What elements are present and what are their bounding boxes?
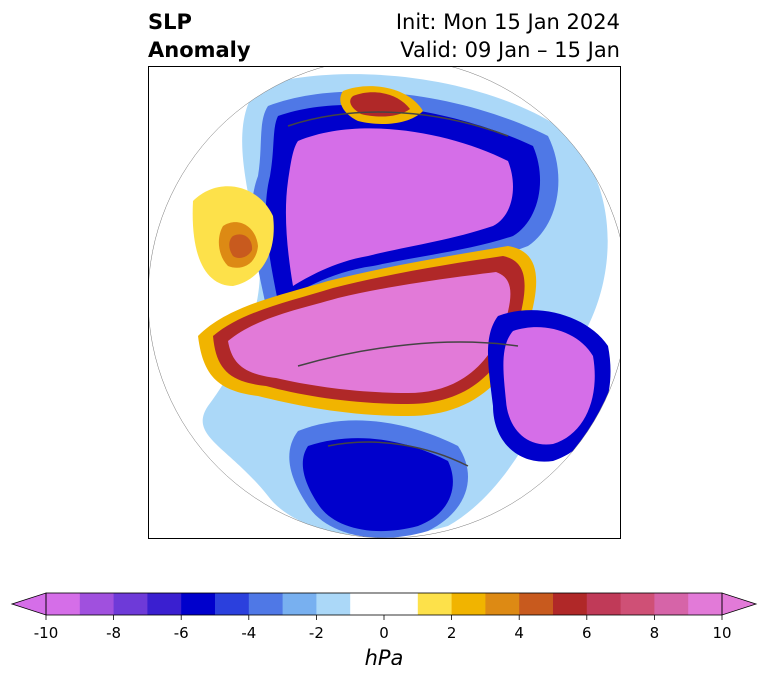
variable-sublabel: Anomaly	[148, 38, 251, 62]
colorbar-swatch	[553, 593, 588, 615]
colorbar-swatch	[586, 593, 622, 615]
colorbar-swatch	[417, 593, 453, 615]
colorbar-swatch	[181, 593, 216, 615]
colorbar-tick-label: 8	[650, 624, 660, 642]
colorbar-ticks: -10 -8 -6 -4 -2 0 2 4 6 8 10	[34, 615, 732, 642]
colorbar-swatch	[620, 593, 655, 615]
colorbar-tick-label: 2	[447, 624, 457, 642]
colorbar-swatch	[654, 593, 689, 615]
colorbar-swatch	[113, 593, 148, 615]
colorbar-unit-label: hPa	[365, 646, 404, 665]
colorbar-over-arrow	[721, 592, 758, 616]
colorbar-tick-label: -10	[34, 624, 59, 642]
variable-label: SLP	[148, 10, 192, 34]
colorbar: -10 -8 -6 -4 -2 0 2 4 6 8 10 hPa	[10, 592, 758, 665]
colorbar-under-arrow	[10, 592, 47, 616]
map-title-left: SLP Anomaly	[148, 8, 251, 64]
colorbar-swatch	[350, 593, 419, 615]
siberian-positive-core	[350, 92, 410, 117]
pacific-positive-core	[229, 234, 253, 258]
map-title-right: Init: Mon 15 Jan 2024 Valid: 09 Jan – 15…	[396, 8, 620, 64]
colorbar-swatch	[688, 593, 723, 615]
northern-negative-lobe-core	[285, 128, 513, 286]
colorbar-tick-label: -8	[106, 624, 121, 642]
colorbar-tick-label: 4	[514, 624, 524, 642]
colorbar-swatch	[316, 593, 351, 615]
colorbar-tick-label: 6	[582, 624, 592, 642]
colorbar-tick-label: 0	[379, 624, 389, 642]
coastline	[287, 111, 519, 467]
colorbar-swatch	[79, 593, 115, 615]
colorbar-swatch	[147, 593, 182, 615]
colorbar-tick-label: -4	[241, 624, 256, 642]
colorbar-swatch	[485, 593, 520, 615]
colorbar-swatches	[46, 593, 723, 615]
colorbar-swatch	[248, 593, 284, 615]
arctic-positive-core	[228, 272, 511, 393]
colorbar-tick-label: 10	[712, 624, 731, 642]
colorbar-swatch	[451, 593, 486, 615]
us-negative-core	[302, 438, 453, 532]
colorbar-swatch	[282, 593, 317, 615]
europe-negative-core	[503, 327, 595, 445]
init-time-label: Init: Mon 15 Jan 2024	[395, 10, 620, 34]
colorbar-swatch	[46, 593, 81, 615]
anomaly-map	[148, 66, 621, 539]
valid-time-label: Valid: 09 Jan – 15 Jan	[400, 38, 620, 62]
colorbar-tick-label: -2	[309, 624, 324, 642]
colorbar-tick-label: -6	[174, 624, 189, 642]
colorbar-swatch	[519, 593, 554, 615]
colorbar-swatch	[215, 593, 250, 615]
